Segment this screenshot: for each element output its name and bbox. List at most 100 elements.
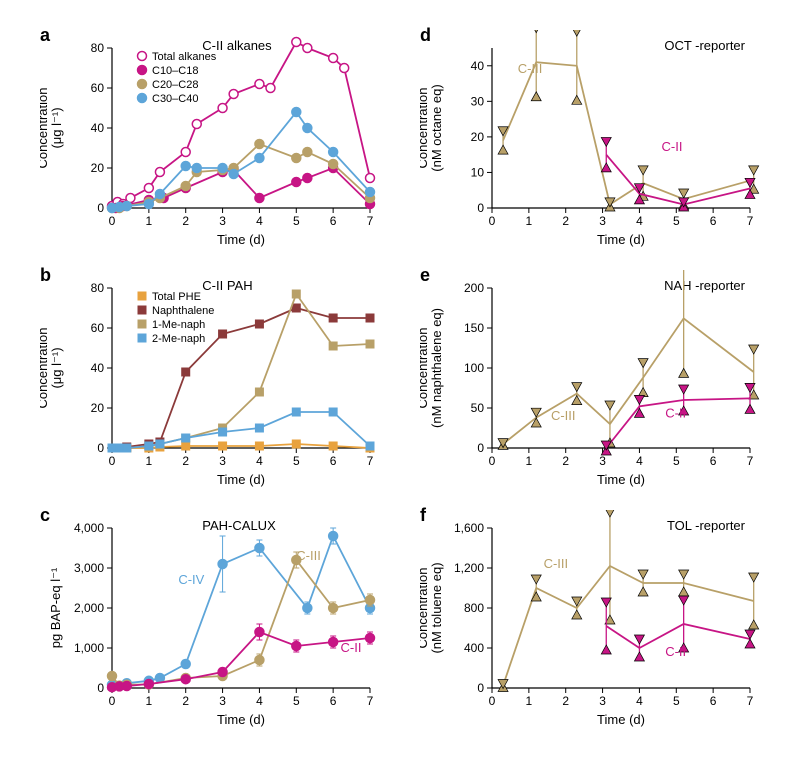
svg-text:C-III: C-III xyxy=(551,408,576,423)
svg-text:6: 6 xyxy=(330,454,337,468)
svg-text:30: 30 xyxy=(471,94,485,108)
figure: a b c d e f 01234567020406080Time (d)Con… xyxy=(20,20,768,746)
svg-text:60: 60 xyxy=(91,321,105,335)
svg-text:5: 5 xyxy=(673,214,680,228)
svg-text:40: 40 xyxy=(471,59,485,73)
svg-text:2: 2 xyxy=(562,454,569,468)
svg-text:6: 6 xyxy=(710,694,717,708)
svg-text:10: 10 xyxy=(471,165,485,179)
svg-text:3: 3 xyxy=(599,454,606,468)
svg-text:(μg l⁻¹): (μg l⁻¹) xyxy=(49,107,64,148)
svg-text:3: 3 xyxy=(219,454,226,468)
svg-text:2: 2 xyxy=(562,214,569,228)
svg-text:pg BAP-eq l⁻¹: pg BAP-eq l⁻¹ xyxy=(48,567,63,648)
svg-text:0: 0 xyxy=(489,454,496,468)
svg-text:1,200: 1,200 xyxy=(454,561,484,575)
svg-text:200: 200 xyxy=(464,281,484,295)
panel-e: 01234567050100150200Time (d)Concentratio… xyxy=(420,270,760,490)
svg-text:Time (d): Time (d) xyxy=(597,232,645,247)
panel-a: 01234567020406080Time (d)Concentration(μ… xyxy=(40,30,380,250)
svg-text:PAH-CALUX: PAH-CALUX xyxy=(202,518,276,533)
svg-text:0: 0 xyxy=(489,694,496,708)
svg-text:7: 7 xyxy=(747,454,754,468)
svg-text:800: 800 xyxy=(464,601,484,615)
svg-text:4: 4 xyxy=(636,214,643,228)
svg-text:4: 4 xyxy=(256,454,263,468)
svg-text:NAH -reporter: NAH -reporter xyxy=(664,278,746,293)
svg-text:0: 0 xyxy=(109,454,116,468)
svg-text:0: 0 xyxy=(477,681,484,695)
svg-text:0: 0 xyxy=(489,214,496,228)
svg-text:1: 1 xyxy=(146,694,153,708)
svg-text:0: 0 xyxy=(97,681,104,695)
svg-text:1-Me-naph: 1-Me-naph xyxy=(152,319,205,331)
svg-text:4,000: 4,000 xyxy=(74,521,104,535)
svg-text:Total PHE: Total PHE xyxy=(152,291,201,303)
svg-text:4: 4 xyxy=(636,694,643,708)
svg-text:0: 0 xyxy=(97,441,104,455)
panel-c: 0123456701,0002,0003,0004,000Time (d)pg … xyxy=(40,510,380,730)
svg-text:1: 1 xyxy=(526,454,533,468)
svg-text:20: 20 xyxy=(91,401,105,415)
svg-text:1: 1 xyxy=(146,214,153,228)
panel-b: 01234567020406080Time (d)Concentration(μ… xyxy=(40,270,380,490)
svg-text:60: 60 xyxy=(91,81,105,95)
svg-text:(μg l⁻¹): (μg l⁻¹) xyxy=(49,347,64,388)
svg-text:3: 3 xyxy=(219,694,226,708)
svg-text:5: 5 xyxy=(673,694,680,708)
svg-text:6: 6 xyxy=(330,214,337,228)
svg-text:0: 0 xyxy=(97,201,104,215)
svg-text:Time (d): Time (d) xyxy=(597,472,645,487)
svg-text:3: 3 xyxy=(599,214,606,228)
svg-text:4: 4 xyxy=(256,694,263,708)
svg-text:2: 2 xyxy=(182,694,189,708)
svg-text:50: 50 xyxy=(471,401,485,415)
svg-text:2: 2 xyxy=(562,694,569,708)
svg-text:5: 5 xyxy=(293,454,300,468)
svg-text:3,000: 3,000 xyxy=(74,561,104,575)
svg-text:C-III: C-III xyxy=(544,556,569,571)
svg-text:Total alkanes: Total alkanes xyxy=(152,51,217,63)
svg-text:4: 4 xyxy=(256,214,263,228)
svg-text:2: 2 xyxy=(182,454,189,468)
svg-text:C-IV: C-IV xyxy=(178,572,204,587)
svg-text:7: 7 xyxy=(367,214,374,228)
svg-text:40: 40 xyxy=(91,121,105,135)
svg-text:C20–C28: C20–C28 xyxy=(152,79,198,91)
svg-text:6: 6 xyxy=(710,454,717,468)
svg-text:5: 5 xyxy=(293,694,300,708)
svg-text:2: 2 xyxy=(182,214,189,228)
panel-d: 01234567010203040Time (d)Concentration(n… xyxy=(420,30,760,250)
svg-text:6: 6 xyxy=(710,214,717,228)
svg-text:2-Me-naph: 2-Me-naph xyxy=(152,333,205,345)
svg-text:7: 7 xyxy=(367,454,374,468)
svg-text:0: 0 xyxy=(477,201,484,215)
svg-text:7: 7 xyxy=(367,694,374,708)
svg-text:5: 5 xyxy=(673,454,680,468)
svg-text:6: 6 xyxy=(330,694,337,708)
svg-text:(nM toluene eq): (nM toluene eq) xyxy=(429,562,444,653)
svg-text:400: 400 xyxy=(464,641,484,655)
svg-text:1: 1 xyxy=(526,214,533,228)
svg-text:40: 40 xyxy=(91,361,105,375)
svg-text:3: 3 xyxy=(219,214,226,228)
svg-text:C10–C18: C10–C18 xyxy=(152,65,198,77)
svg-text:0: 0 xyxy=(109,694,116,708)
panel-f: 0123456704008001,2001,600Time (d)Concent… xyxy=(420,510,760,730)
svg-text:(nM naphthalene eq): (nM naphthalene eq) xyxy=(429,308,444,428)
svg-text:1: 1 xyxy=(146,454,153,468)
svg-text:C-II: C-II xyxy=(665,644,686,659)
svg-text:C-II PAH: C-II PAH xyxy=(202,278,252,293)
svg-text:0: 0 xyxy=(109,214,116,228)
svg-text:C-III: C-III xyxy=(518,61,543,76)
svg-text:Time (d): Time (d) xyxy=(597,712,645,727)
svg-text:Time (d): Time (d) xyxy=(217,472,265,487)
svg-text:4: 4 xyxy=(636,454,643,468)
svg-text:7: 7 xyxy=(747,214,754,228)
svg-text:80: 80 xyxy=(91,281,105,295)
svg-text:(nM octane eq): (nM octane eq) xyxy=(429,84,444,171)
svg-text:1: 1 xyxy=(526,694,533,708)
svg-text:C-II: C-II xyxy=(341,640,362,655)
svg-text:2,000: 2,000 xyxy=(74,601,104,615)
svg-text:C-II: C-II xyxy=(662,139,683,154)
